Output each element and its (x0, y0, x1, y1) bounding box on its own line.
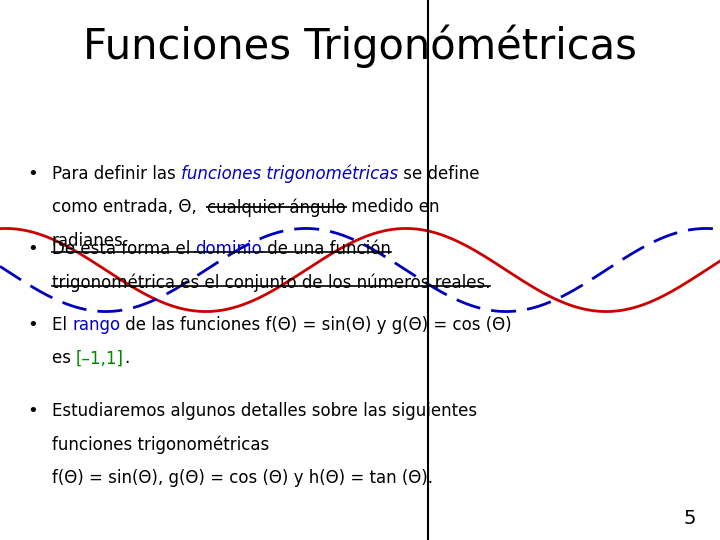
Text: Estudiaremos algunos detalles sobre las siguientes: Estudiaremos algunos detalles sobre las … (52, 402, 477, 420)
Text: 5: 5 (684, 509, 696, 528)
Text: trigonométrica es el conjunto de los números reales.: trigonométrica es el conjunto de los núm… (52, 274, 490, 292)
Text: •: • (27, 165, 38, 183)
Text: •: • (27, 240, 38, 258)
Text: •: • (27, 402, 38, 420)
Text: rango: rango (72, 316, 120, 334)
Text: se define: se define (398, 165, 480, 183)
Text: medido en: medido en (346, 198, 439, 216)
Text: de una función: de una función (262, 240, 391, 258)
Text: de las funciones f(Θ) = sin(Θ) y g(Θ) = cos (Θ): de las funciones f(Θ) = sin(Θ) y g(Θ) = … (120, 316, 512, 334)
Text: como entrada, Θ,: como entrada, Θ, (52, 198, 207, 216)
Text: Funciones Trigonómétricas: Funciones Trigonómétricas (83, 24, 637, 68)
Text: •: • (27, 316, 38, 334)
Text: funciones trigonométricas: funciones trigonométricas (52, 436, 269, 454)
Text: funciones trigonométricas: funciones trigonométricas (181, 165, 398, 183)
Text: De esta forma el: De esta forma el (52, 240, 195, 258)
Text: .: . (124, 349, 130, 367)
Text: f(Θ) = sin(Θ), g(Θ) = cos (Θ) y h(Θ) = tan (Θ).: f(Θ) = sin(Θ), g(Θ) = cos (Θ) y h(Θ) = t… (52, 469, 433, 487)
Text: cualquier ángulo: cualquier ángulo (207, 198, 346, 217)
Text: es: es (52, 349, 76, 367)
Text: radianes.: radianes. (52, 232, 129, 249)
Text: [–1,1]: [–1,1] (76, 349, 124, 367)
Text: El: El (52, 316, 72, 334)
Text: dominio: dominio (195, 240, 262, 258)
Text: Para definir las: Para definir las (52, 165, 181, 183)
